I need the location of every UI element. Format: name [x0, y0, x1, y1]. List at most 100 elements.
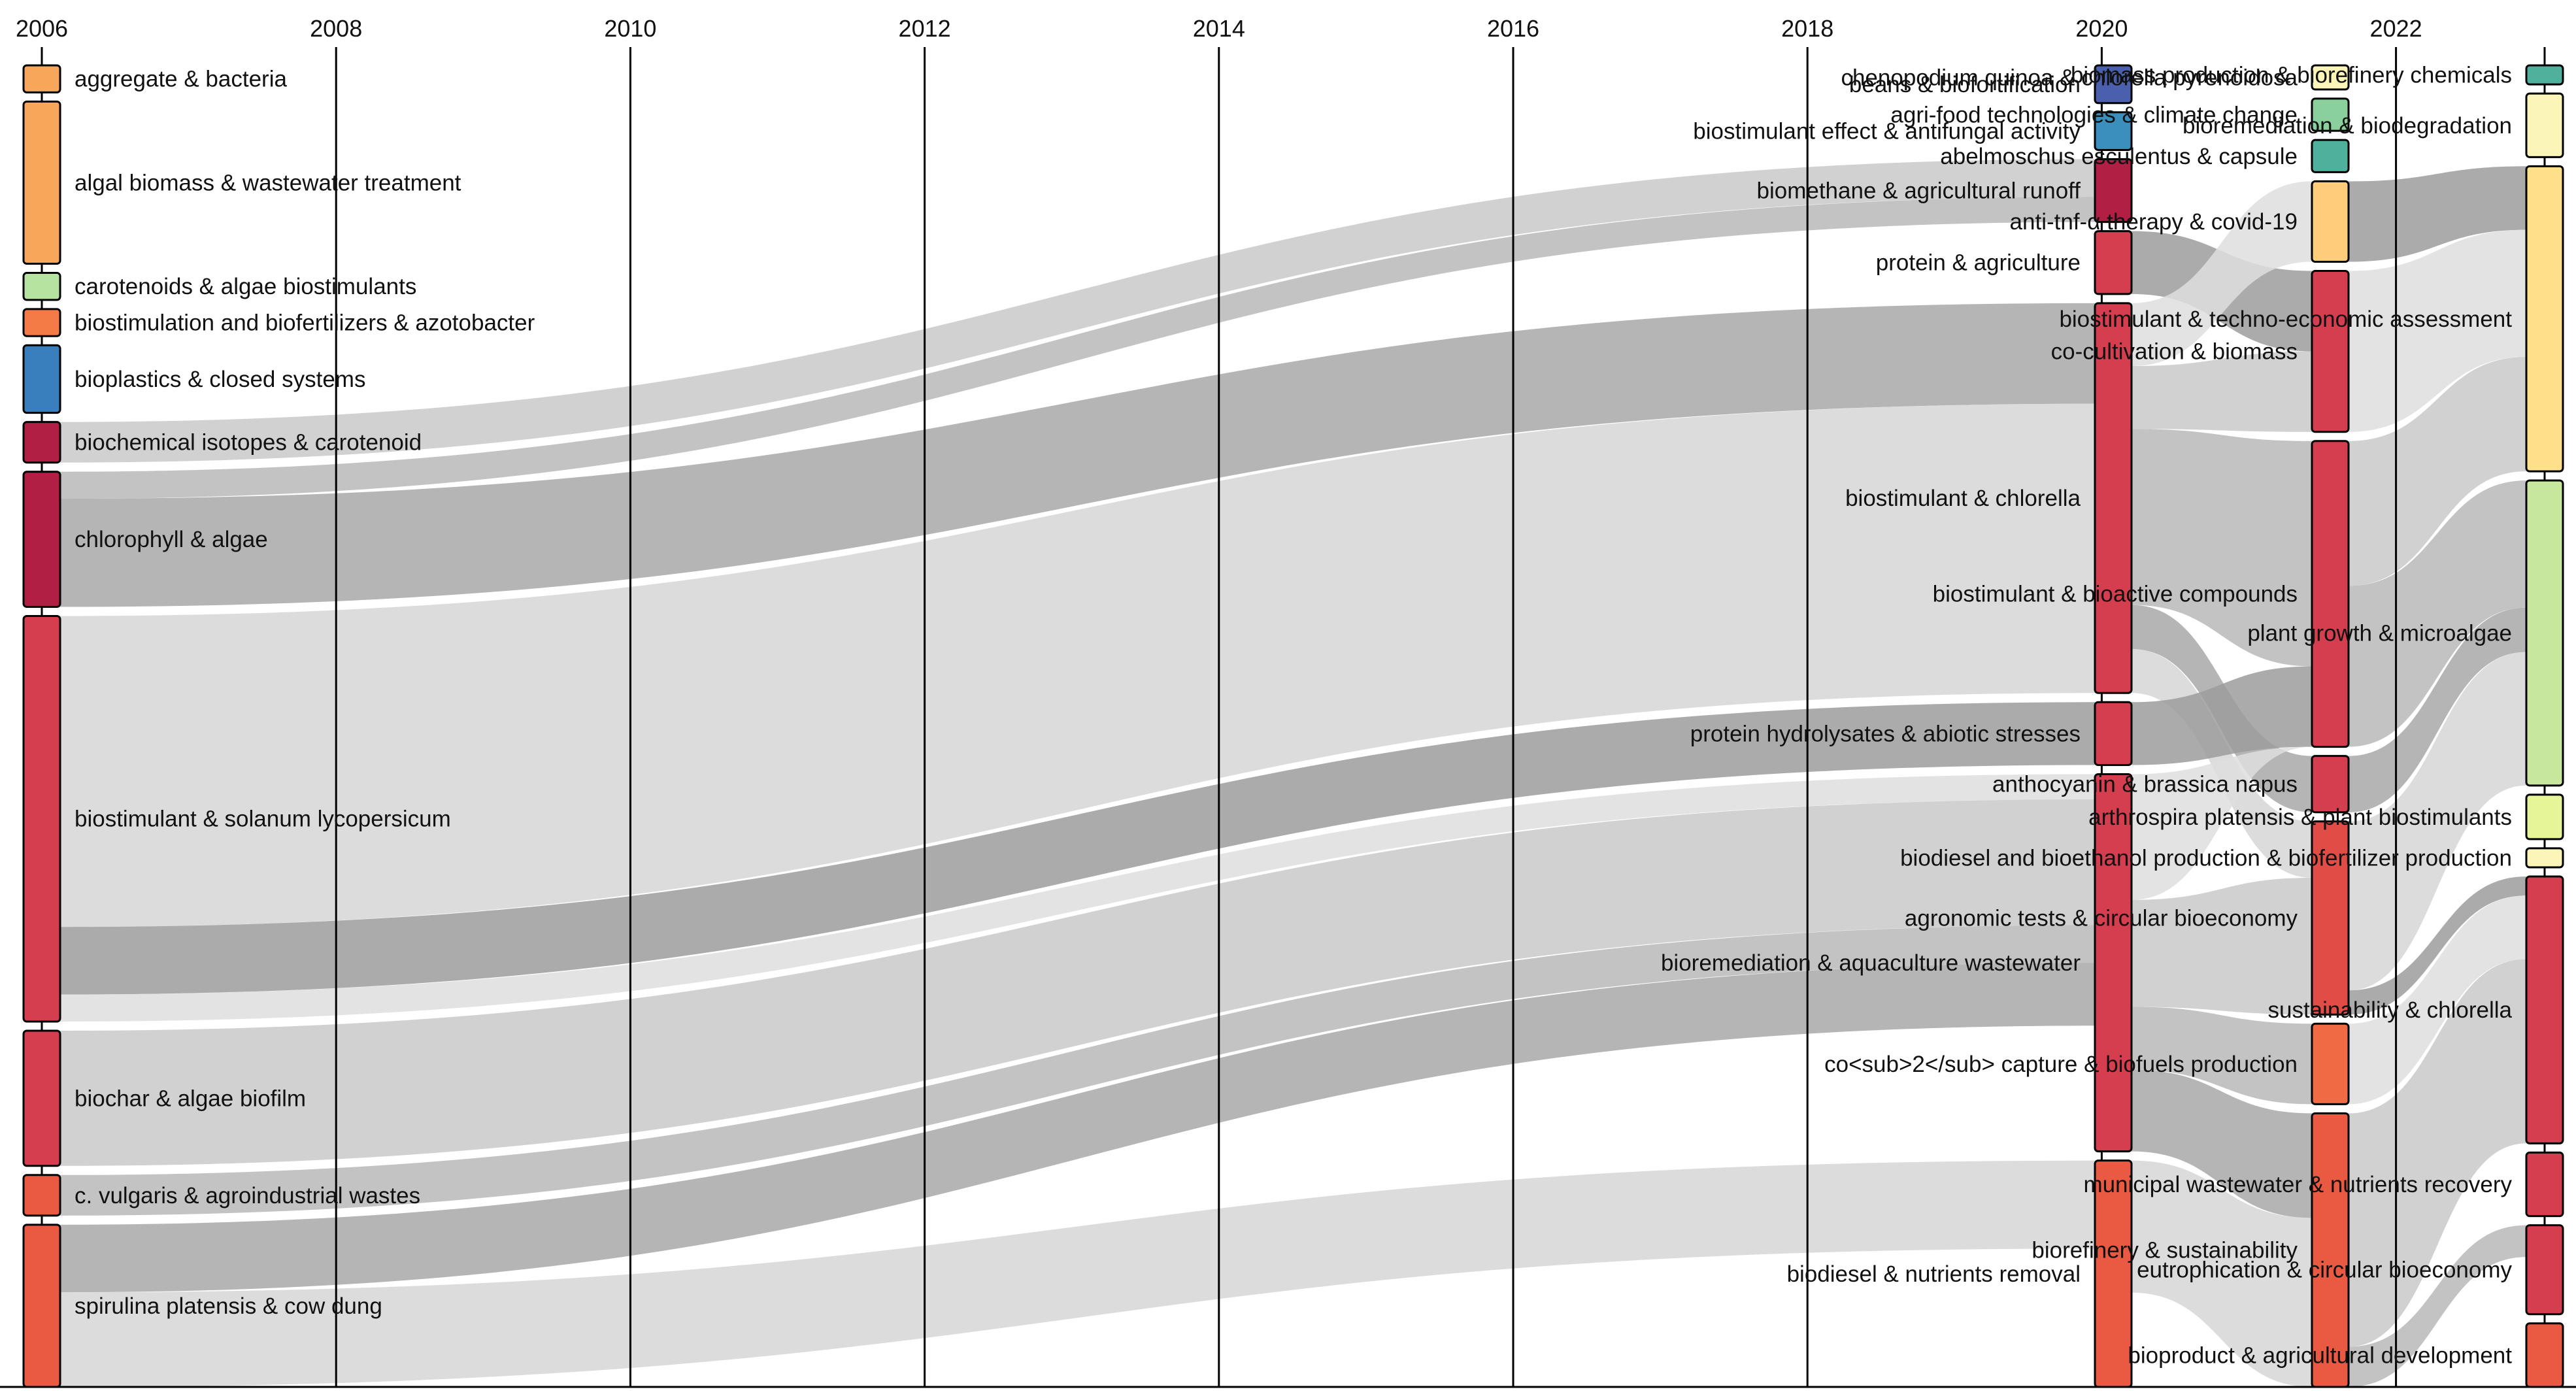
node-bar	[2311, 755, 2350, 814]
node-label: agronomic tests & circular bioeconomy	[1905, 906, 2298, 931]
node-bar	[2094, 1159, 2133, 1388]
node-label: biostimulation and biofertilizers & azot…	[75, 310, 535, 336]
node-label: biostimulant & solanum lycopersicum	[75, 807, 451, 832]
node-bar	[22, 100, 61, 265]
node-bar	[2311, 139, 2350, 173]
flow-band	[2132, 1007, 2312, 1105]
flow-band	[2349, 1225, 2526, 1387]
node-label: biomethane & agricultural runoff	[1757, 178, 2081, 204]
node-label: bioproduct & agricultural development	[2128, 1342, 2512, 1368]
node-label: anti-tnf-α therapy & covid-19	[2010, 209, 2298, 235]
node-bar	[2094, 701, 2133, 766]
flow-band	[2132, 351, 2312, 432]
node-label: c. vulgaris & agroindustrial wastes	[75, 1183, 420, 1208]
node-label: anthocyanin & brassica napus	[1992, 772, 2298, 797]
flow-band	[2132, 746, 2312, 900]
flow-band	[2132, 429, 2312, 667]
node-bar	[2094, 230, 2133, 295]
node-label: biostimulant & bioactive compounds	[1933, 582, 2298, 607]
node-bar	[2525, 479, 2564, 787]
node-label: sustainability & chlorella	[2267, 997, 2512, 1023]
flow-band	[2349, 876, 2526, 1015]
nodes-layer	[22, 64, 2564, 1388]
node-label: carotenoids & algae biostimulants	[75, 274, 416, 299]
node-label: bioplastics & closed systems	[75, 367, 365, 392]
node-bar	[2525, 1224, 2564, 1316]
flow-band	[60, 774, 2095, 1022]
node-bar	[2311, 180, 2350, 263]
node-bar	[2525, 1322, 2564, 1388]
node-bar	[2311, 820, 2350, 1016]
node-bar	[2094, 302, 2133, 694]
flow-band	[2349, 480, 2526, 747]
node-label: beans & biofortification	[1849, 72, 2081, 97]
flow-band	[2349, 895, 2526, 1105]
node-label: biomass production & biorefinery chemica…	[2071, 63, 2512, 88]
year-tick-label: 2016	[1487, 15, 1539, 42]
node-label: plant growth & microalgae	[2247, 620, 2512, 646]
node-label: biodiesel & nutrients removal	[1787, 1261, 2081, 1287]
flow-band	[2349, 229, 2526, 432]
node-label: protein hydrolysates & abiotic stresses	[1690, 721, 2081, 746]
node-label: arthrospira platensis & plant biostimula…	[2088, 805, 2512, 830]
node-label: biochar & algae biofilm	[75, 1086, 306, 1111]
node-bar	[22, 1224, 61, 1388]
node-bar	[2525, 64, 2564, 86]
node-bar	[2311, 97, 2350, 132]
axis-layer: 2006 2008 2010 2012 2014 2016 2018 2020 2022	[16, 15, 2422, 42]
node-bar	[2525, 92, 2564, 158]
node-bar	[2094, 111, 2133, 151]
node-bar	[22, 421, 61, 464]
year-tick-label: 2020	[2075, 15, 2128, 42]
node-bar	[22, 308, 61, 337]
flows-layer	[60, 159, 2526, 1387]
node-bar	[2311, 1112, 2350, 1388]
node-label: municipal wastewater & nutrients recover…	[2083, 1172, 2512, 1197]
node-bar	[2525, 875, 2564, 1144]
flow-band	[60, 1160, 2095, 1387]
node-bar	[2094, 64, 2133, 105]
flow-band	[60, 303, 2095, 607]
node-label: biorefinery & sustainability	[2032, 1238, 2298, 1263]
flow-band	[60, 963, 2095, 1293]
year-tick-label: 2012	[899, 15, 951, 42]
year-tick-label: 2022	[2370, 15, 2422, 42]
node-label: eutrophication & circular bioeconomy	[2137, 1258, 2512, 1283]
node-label: co-cultivation & biomass	[2051, 339, 2298, 365]
node-label: co<sub>2</sub> capture & biofuels produc…	[1824, 1052, 2298, 1077]
node-bar	[22, 272, 61, 301]
node-bar	[22, 471, 61, 608]
node-bar	[2094, 773, 2133, 1153]
node-bar	[22, 1174, 61, 1217]
node-bar	[2311, 1022, 2350, 1105]
flow-band	[2132, 877, 2312, 1015]
year-tick-label: 2014	[1193, 15, 1245, 42]
node-label: biochemical isotopes & carotenoid	[75, 430, 422, 456]
flow-band	[60, 197, 2095, 499]
flow-band	[2349, 357, 2526, 586]
node-bar	[2525, 165, 2564, 473]
node-bar	[2094, 158, 2133, 224]
flow-band	[60, 702, 2095, 995]
node-label: biodiesel and bioethanol production & bi…	[1900, 845, 2512, 871]
node-bar	[2525, 793, 2564, 841]
node-label: protein & agriculture	[1876, 250, 2081, 276]
node-label: agri-food technologies & climate change	[1890, 103, 2298, 128]
year-tick-label: 2018	[1781, 15, 1833, 42]
flow-band	[60, 159, 2095, 463]
node-label: biostimulant & techno-economic assessmen…	[2059, 307, 2512, 332]
flow-band	[60, 799, 2095, 1166]
flow-band	[60, 403, 2095, 927]
flow-band	[60, 925, 2095, 1216]
node-label: biostimulant & chlorella	[1845, 486, 2081, 511]
flow-band	[2349, 607, 2526, 812]
year-tick-label: 2010	[604, 15, 656, 42]
node-label: bioremediation & biodegradation	[2183, 113, 2512, 139]
node-label: spirulina platensis & cow dung	[75, 1293, 382, 1319]
node-bar	[22, 615, 61, 1023]
node-bar	[2311, 440, 2350, 748]
flow-band	[2132, 1069, 2312, 1218]
node-bar	[22, 1029, 61, 1167]
